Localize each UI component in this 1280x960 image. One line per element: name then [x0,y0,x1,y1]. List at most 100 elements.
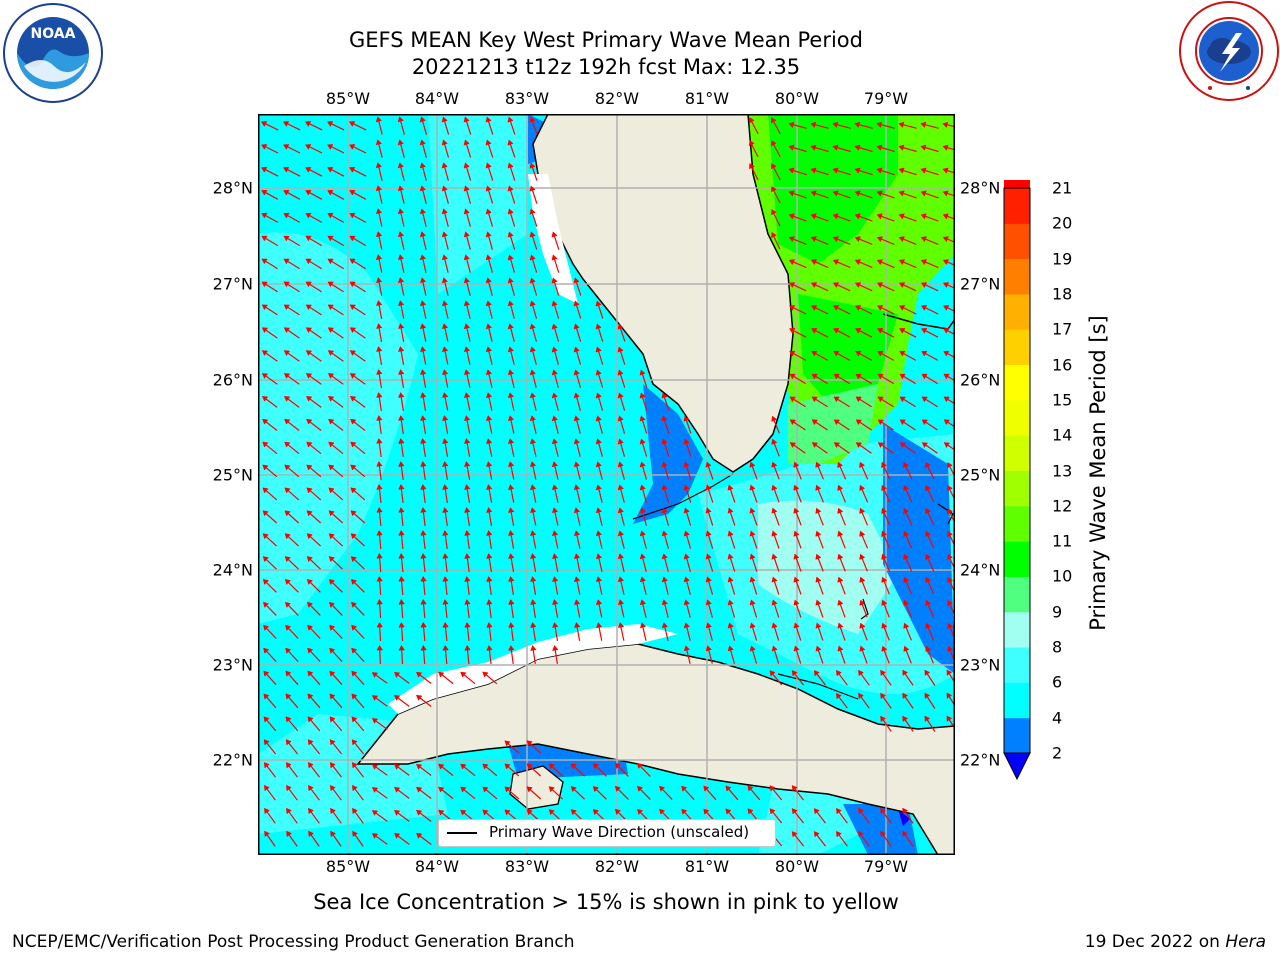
wave-arrow-head [833,396,840,402]
colorbar-extension [1003,752,1031,781]
colorbar-tick-label: 8 [1052,637,1063,657]
wave-arrow-head [328,464,335,471]
wave-arrow-head [854,121,861,128]
wave-arrow-head [551,369,558,376]
wave-arrow-head [262,556,269,562]
wave-arrow-head [306,396,312,402]
wave-arrow-head [285,601,291,608]
wave-arrow-head [661,599,668,606]
wave-arrow-head [876,167,883,174]
wave-arrow-head [661,392,668,399]
wave-arrow-head [262,441,269,448]
wave-arrow-head [284,464,291,471]
wave-arrow-head [877,350,884,357]
wave-arrow-head [328,556,335,562]
sea-ice-caption: Sea Ice Concentration > 15% is shown in … [313,890,899,914]
wave-arrow-head [305,373,312,379]
wave-arrow-head [833,373,840,380]
footer-branch: NCEP/EMC/Verification Post Processing Pr… [12,932,575,952]
wave-arrow-head [837,553,844,560]
wave-arrow-head [771,461,778,468]
wave-arrow-head [570,809,577,815]
wave-arrow-head [920,236,927,242]
wave-arrow-head [837,645,844,652]
wave-arrow-head [530,507,536,514]
wave-arrow-head [306,579,313,585]
wave-arrow-head [530,553,537,559]
wave-arrow-head [898,236,905,242]
wave-arrow-head [508,576,515,582]
wave-arrow-head [596,553,602,560]
wave-arrow-head [285,739,292,745]
wave-arrow-head [397,116,404,123]
wave-arrow-head [876,121,883,128]
wave-arrow-head [504,763,511,770]
wave-arrow-head [618,622,624,629]
wave-arrow-head [530,645,537,651]
colorbar-tick-label: 9 [1052,602,1063,622]
wave-arrow-head [788,121,795,128]
wave-arrow-head [552,645,559,651]
wave-arrow-head [876,144,883,151]
wave-arrow-head [261,190,268,196]
wave-arrow-head [284,418,290,425]
wave-arrow-head [595,461,602,468]
wave-arrow-head [837,507,843,514]
wave-arrow-head [788,167,795,174]
wave-arrow-head [592,763,599,769]
wave-arrow-head [899,305,905,311]
wave-arrow-head [376,392,383,398]
wave-arrow-head [330,785,336,791]
wave-arrow-head [529,277,536,284]
wave-arrow-head [262,418,268,425]
wave-arrow-head [595,369,602,376]
wave-arrow-head [810,236,817,242]
wave-arrow-head [791,808,798,814]
wave-arrow-head [947,645,953,652]
wave-arrow-head [507,323,514,330]
wave-arrow-head [946,669,952,676]
wave-arrow-head [548,763,555,769]
wave-arrow-head [854,282,861,288]
wave-arrow-head [703,785,709,792]
wave-arrow-head [464,553,471,559]
wave-arrow-head [463,323,470,330]
wave-arrow-head [749,553,756,560]
wave-arrow-head [925,622,931,629]
wave-arrow-head [394,833,400,839]
wave-arrow-head [463,254,470,261]
wave-arrow-head [376,415,383,421]
wave-arrow-head [898,167,905,174]
wave-arrow-head [349,304,356,310]
wave-arrow-head [880,807,886,814]
wave-arrow-head [854,190,861,197]
wave-arrow-head [595,438,602,445]
wave-arrow-head [570,786,577,792]
wave-arrow-head [420,645,427,651]
wave-arrow-head [771,530,778,537]
wave-arrow-head [573,392,580,399]
wave-arrow-head [307,624,313,631]
wave-arrow-head [508,484,514,491]
wave-arrow-head [349,281,356,287]
wave-arrow-head [617,438,624,445]
wave-arrow-head [552,622,559,628]
field-10s-atlantic [768,114,898,264]
wave-arrow-head [573,277,580,284]
wave-arrow-head [262,396,268,402]
wave-arrow-head [507,162,514,169]
wave-arrow-head [552,484,558,491]
wave-arrow-head [617,392,624,399]
wave-arrow-head [832,259,839,265]
wave-arrow-head [261,121,267,127]
gridlines [258,114,955,855]
wave-arrow-head [947,576,953,583]
wave-arrow-head [943,350,950,357]
colorbar-tick-label: 4 [1052,708,1063,728]
wave-arrow-head [595,300,602,307]
wave-arrow-head [349,327,356,333]
wave-arrow-head [902,715,908,722]
wave-arrow-head [899,396,906,402]
wave-arrow-head [881,599,887,606]
wave-arrow-head [420,553,427,559]
